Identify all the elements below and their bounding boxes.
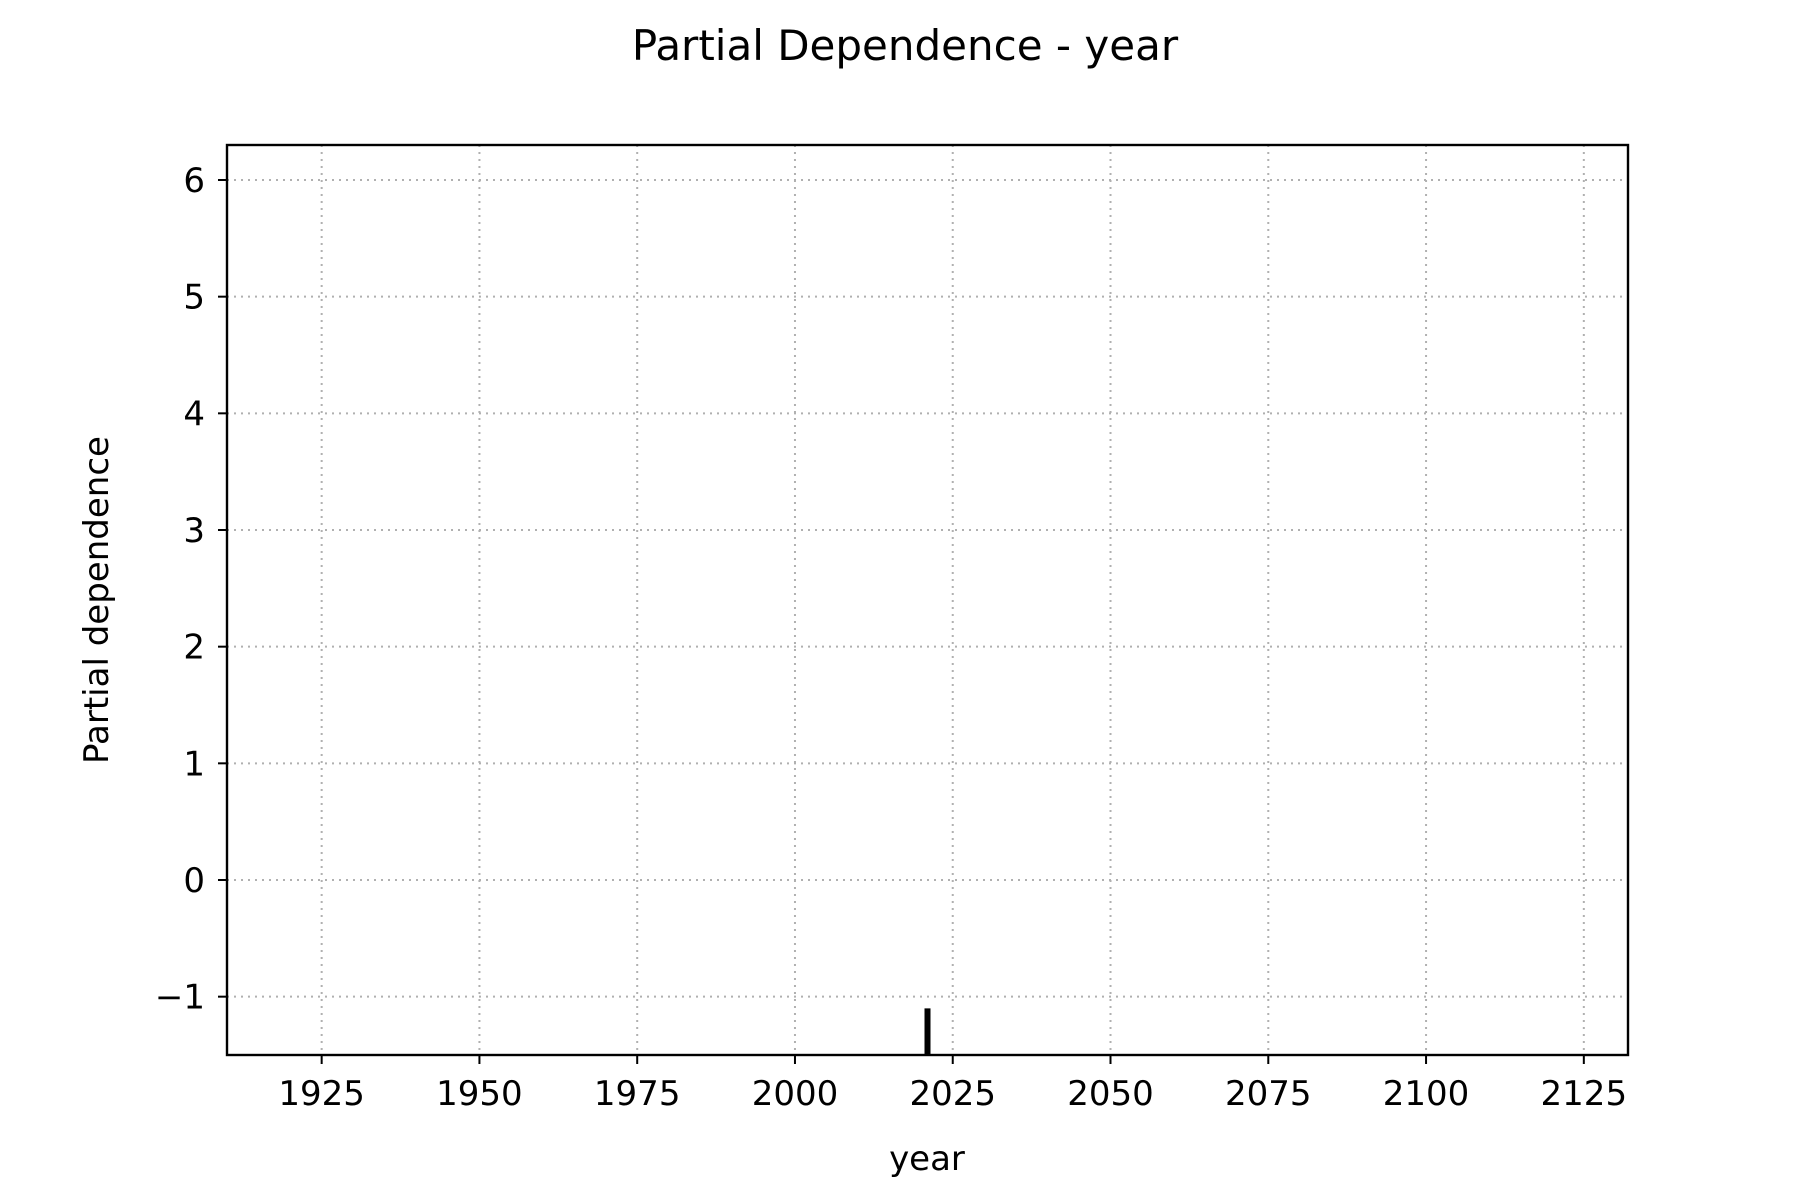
x-tick-label: 2100 <box>1383 1074 1470 1114</box>
y-tick-label: 5 <box>183 278 205 318</box>
x-tick-label: 2125 <box>1541 1074 1628 1114</box>
y-tick-label: 3 <box>183 511 205 551</box>
y-tick-label: 4 <box>183 394 205 434</box>
grid-lines <box>227 145 1628 1055</box>
x-tick-label: 2025 <box>909 1074 996 1114</box>
x-tick-label: 2000 <box>752 1074 839 1114</box>
y-tick-label: 6 <box>183 161 205 201</box>
y-axis-label: Partial dependence <box>77 436 117 764</box>
x-tick-label: 1925 <box>278 1074 365 1114</box>
y-tick-label: −1 <box>155 978 205 1018</box>
x-tick-label: 1950 <box>436 1074 523 1114</box>
x-tick-label: 2075 <box>1225 1074 1312 1114</box>
chart-title: Partial Dependence - year <box>632 21 1179 70</box>
y-tick-label: 1 <box>183 744 205 784</box>
plot-area-frame <box>225 143 1630 1057</box>
y-tick-label: 0 <box>183 861 205 901</box>
x-axis-ticks: 1925 1950 1975 2000 2025 2050 2075 2100 2125 <box>278 1055 1627 1114</box>
y-tick-label: 2 <box>183 628 205 668</box>
x-tick-label: 2050 <box>1067 1074 1154 1114</box>
x-tick-label: 1975 <box>594 1074 681 1114</box>
x-axis-label: year <box>889 1139 965 1179</box>
y-axis-ticks: −1 0 1 2 3 4 5 6 <box>155 161 227 1018</box>
